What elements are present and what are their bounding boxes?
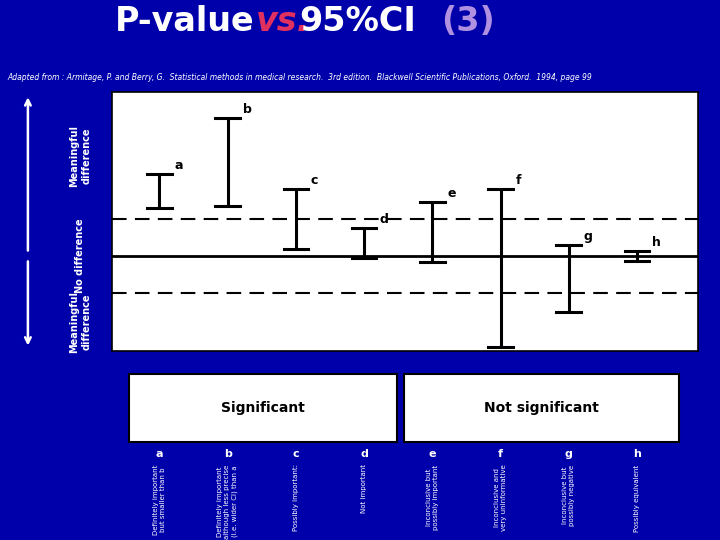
Text: h: h <box>652 236 661 249</box>
Text: d: d <box>360 449 368 460</box>
Text: g: g <box>564 449 572 460</box>
Text: a: a <box>156 449 163 460</box>
Text: No difference: No difference <box>76 219 86 293</box>
Text: Meaningful
difference: Meaningful difference <box>70 125 91 186</box>
Text: Not significant: Not significant <box>484 401 599 415</box>
Text: Significant: Significant <box>221 401 305 415</box>
Text: Inconclusive but
possibly negative: Inconclusive but possibly negative <box>562 464 575 525</box>
Text: P-value: P-value <box>115 5 255 38</box>
Text: Adapted from : Armitage, P. and Berry, G.  Statistical methods in medical resear: Adapted from : Armitage, P. and Berry, G… <box>7 73 592 82</box>
Text: h: h <box>633 449 641 460</box>
Text: Possibly important:: Possibly important: <box>293 464 299 531</box>
Text: vs.: vs. <box>256 5 310 38</box>
Text: c: c <box>292 449 299 460</box>
Text: e: e <box>447 187 456 200</box>
Text: Not important: Not important <box>361 464 367 514</box>
Text: Definitely important
but smaller than b: Definitely important but smaller than b <box>153 464 166 535</box>
Text: Inconclusive but
possibly important: Inconclusive but possibly important <box>426 464 438 530</box>
Bar <box>129 374 397 442</box>
Text: d: d <box>379 213 388 226</box>
Text: 95%CI: 95%CI <box>299 5 415 38</box>
Text: b: b <box>243 103 251 116</box>
Text: Inconclusive and
very uninformative: Inconclusive and very uninformative <box>494 464 507 531</box>
Text: g: g <box>584 231 593 244</box>
Text: a: a <box>174 159 183 172</box>
Text: f: f <box>498 449 503 460</box>
Text: f: f <box>516 174 521 187</box>
Text: b: b <box>224 449 232 460</box>
Text: (3): (3) <box>441 5 495 38</box>
Bar <box>404 374 679 442</box>
Text: Possibly equivalent: Possibly equivalent <box>634 464 640 531</box>
Text: e: e <box>428 449 436 460</box>
Text: c: c <box>311 174 318 187</box>
Text: Definitely important
although less precise
(i.e. wider CI) than a: Definitely important although less preci… <box>217 464 238 539</box>
Text: Meaningful
difference: Meaningful difference <box>70 291 91 353</box>
